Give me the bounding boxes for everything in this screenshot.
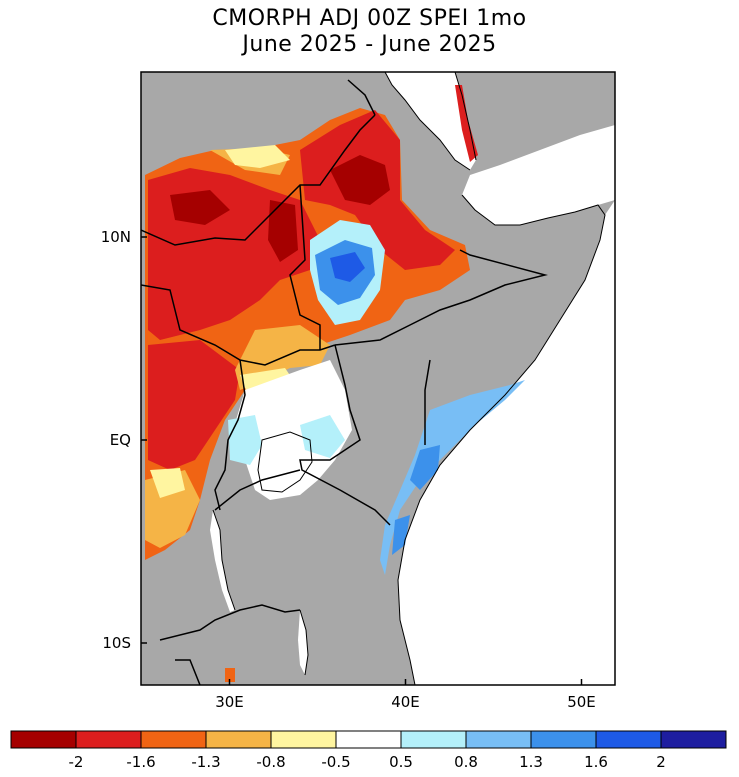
lon-label: 50E — [567, 693, 596, 711]
colorbar-swatch — [10, 730, 77, 749]
wet-lightblue-uganda — [228, 415, 345, 465]
lon-label: 40E — [391, 693, 420, 711]
drought-darkred-cores — [160, 155, 390, 395]
colorbar-tick-label: 0.5 — [389, 753, 413, 771]
colorbar-swatch — [335, 730, 402, 749]
lat-label: 10N — [101, 228, 131, 246]
colorbar-tick-label: 0.8 — [454, 753, 478, 771]
spei-shading — [145, 85, 525, 682]
colorbar-tick-label: 2 — [656, 753, 666, 771]
red-sea — [385, 72, 476, 170]
colorbar-swatch — [75, 730, 142, 749]
colorbar-tick-label: -0.8 — [256, 753, 285, 771]
wet-coastal-somalia — [380, 380, 525, 575]
colorbar-swatch — [660, 730, 727, 749]
latitude-labels: 10N EQ 10S — [101, 228, 147, 652]
colorbar-labels: -2 -1.6 -1.3 -0.8 -0.5 0.5 0.8 1.3 1.6 2 — [69, 753, 666, 771]
map-title-line1: CMORPH ADJ 00Z SPEI 1mo — [212, 6, 527, 31]
lake-tanganyika — [210, 510, 235, 612]
coastlines — [212, 72, 606, 685]
colorbar-tick-label: -1.6 — [126, 753, 155, 771]
colorbar-tick-label: -0.5 — [321, 753, 350, 771]
colorbar-swatch — [530, 730, 597, 749]
colorbar-tick-label: -1.3 — [191, 753, 220, 771]
lat-label: 10S — [102, 634, 131, 652]
map-frame — [140, 71, 616, 686]
colorbar-tick-label: -2 — [69, 753, 84, 771]
colorbar-swatch — [205, 730, 272, 749]
wet-coastal-darker — [392, 445, 440, 555]
near-normal-band — [230, 360, 352, 500]
colorbar-swatch — [595, 730, 662, 749]
lake-malawi — [298, 610, 308, 675]
wet-darkblue-ethiopia — [330, 252, 365, 282]
lon-label: 30E — [215, 693, 244, 711]
colorbar — [10, 730, 727, 749]
map-title-line2: June 2025 - June 2025 — [242, 32, 497, 57]
indian-ocean — [398, 200, 615, 685]
drought-red-drc — [148, 340, 240, 470]
longitude-labels: 30E 40E 50E — [215, 679, 596, 711]
lat-label: EQ — [110, 431, 131, 449]
country-borders — [141, 79, 548, 685]
gulf-of-aden — [462, 125, 615, 225]
colorbar-tick-label: 1.6 — [584, 753, 608, 771]
colorbar-swatch — [140, 730, 207, 749]
colorbar-swatch — [465, 730, 532, 749]
colorbar-tick-label: 1.3 — [519, 753, 543, 771]
colorbar-swatch — [400, 730, 467, 749]
dry-orange-south — [225, 668, 235, 682]
colorbar-swatch — [270, 730, 337, 749]
map-area — [141, 72, 615, 685]
drought-lightorange-belt — [145, 148, 330, 548]
